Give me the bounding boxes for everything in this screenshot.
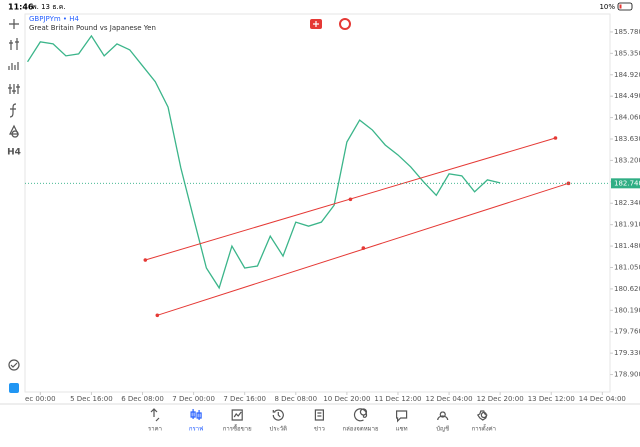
tab-label[interactable]: แชท: [396, 426, 408, 433]
tab-label[interactable]: ประวัติ: [270, 426, 288, 433]
trade-tool[interactable]: [8, 359, 20, 371]
crosshair-tool[interactable]: [9, 19, 19, 29]
y-tick-label: 183.200: [614, 156, 640, 164]
channel-point: [155, 313, 160, 318]
tab-label[interactable]: กราฟ: [189, 426, 203, 433]
channel-point: [143, 258, 148, 262]
tab-icon[interactable]: [190, 409, 202, 420]
y-tick-label: 181.480: [614, 242, 640, 250]
y-tick-label: 185.350: [614, 49, 640, 57]
tab-label[interactable]: การตั้งค่า: [472, 423, 496, 433]
x-tick-label: 7 Dec 16:00: [223, 395, 266, 403]
tab-label[interactable]: กล่องจดหมาย: [342, 426, 378, 433]
tab-label[interactable]: บัญชี: [436, 425, 449, 433]
x-tick-label: 12 Dec 04:00: [426, 395, 473, 403]
tab-icon[interactable]: [437, 411, 449, 421]
price-line: [27, 34, 501, 290]
channel-point: [361, 246, 366, 250]
battery-level: [619, 4, 622, 9]
trade-button-icon: [313, 21, 319, 27]
y-tick-label: 178.900: [614, 371, 640, 379]
tab-bar: ราคา กราฟ การซื้อขาย ประวัติ ข่าว กล่องจดหมาย…: [0, 403, 640, 433]
x-tick-label: 14 Dec 04:00: [579, 395, 626, 403]
y-tick-label: 181.910: [614, 221, 640, 229]
function-tool[interactable]: [9, 103, 17, 118]
tab-icon[interactable]: [150, 408, 160, 422]
y-tick-label: 179.330: [614, 349, 640, 357]
y-tick-label: 182.340: [614, 199, 640, 207]
y-tick-label: 184.490: [614, 92, 640, 100]
tab-icon[interactable]: [272, 409, 284, 421]
y-tick-label: 184.920: [614, 71, 640, 79]
x-tick-label: 10 Dec 20:00: [323, 395, 370, 403]
x-tick-label: 11 Dec 12:00: [374, 395, 421, 403]
y-tick-label: 181.050: [614, 263, 640, 271]
y-tick-label: 183.630: [614, 135, 640, 143]
x-tick-label: ec 00:00: [25, 395, 56, 403]
timeframe-button[interactable]: H4: [7, 148, 21, 158]
tab-label[interactable]: ข่าว: [314, 426, 325, 433]
app-tool[interactable]: [9, 383, 19, 393]
indicators-tool[interactable]: [8, 62, 19, 70]
tab-icon[interactable]: [314, 409, 324, 421]
tab-icon[interactable]: [396, 410, 408, 423]
status-time: 11:46: [8, 3, 34, 12]
tab-icon[interactable]: [353, 408, 368, 422]
left-toolbar: [8, 19, 20, 393]
current-price-box: [611, 178, 640, 189]
chart-description: Great Britain Pound vs Japanese Yen: [29, 24, 156, 32]
x-tick-label: 12 Dec 20:00: [477, 395, 524, 403]
y-tick-label: 185.780: [614, 28, 640, 36]
x-tick-label: 6 Dec 08:00: [121, 395, 164, 403]
current-price-label: 182.740: [614, 179, 640, 187]
x-tick-label: 8 Dec 08:00: [274, 395, 317, 403]
battery-icon: [617, 2, 633, 11]
tab-label[interactable]: การซื้อขาย: [223, 423, 252, 433]
y-tick-label: 180.620: [614, 285, 640, 293]
y-tick-label: 184.060: [614, 114, 640, 122]
y-tick-label: 180.190: [614, 306, 640, 314]
tab-icon[interactable]: [231, 409, 243, 421]
tab-icon[interactable]: [476, 410, 488, 421]
candles-tool[interactable]: [9, 38, 19, 50]
status-date: พ. 13 ธ.ค.: [32, 3, 66, 11]
channel-point: [553, 136, 558, 140]
channel-point: [348, 197, 353, 202]
chart-symbol: GBPJPYm • H4: [29, 15, 80, 23]
tab-label[interactable]: ราคา: [148, 426, 162, 433]
one-click-button[interactable]: [339, 18, 351, 30]
settings-tool[interactable]: [8, 84, 20, 94]
status-battery: 10%: [599, 3, 615, 11]
x-tick-label: 5 Dec 16:00: [70, 395, 113, 403]
x-tick-label: 7 Dec 00:00: [172, 395, 215, 403]
x-tick-label: 13 Dec 12:00: [528, 395, 575, 403]
y-tick-label: 179.760: [614, 328, 640, 336]
objects-tool[interactable]: [9, 124, 19, 138]
